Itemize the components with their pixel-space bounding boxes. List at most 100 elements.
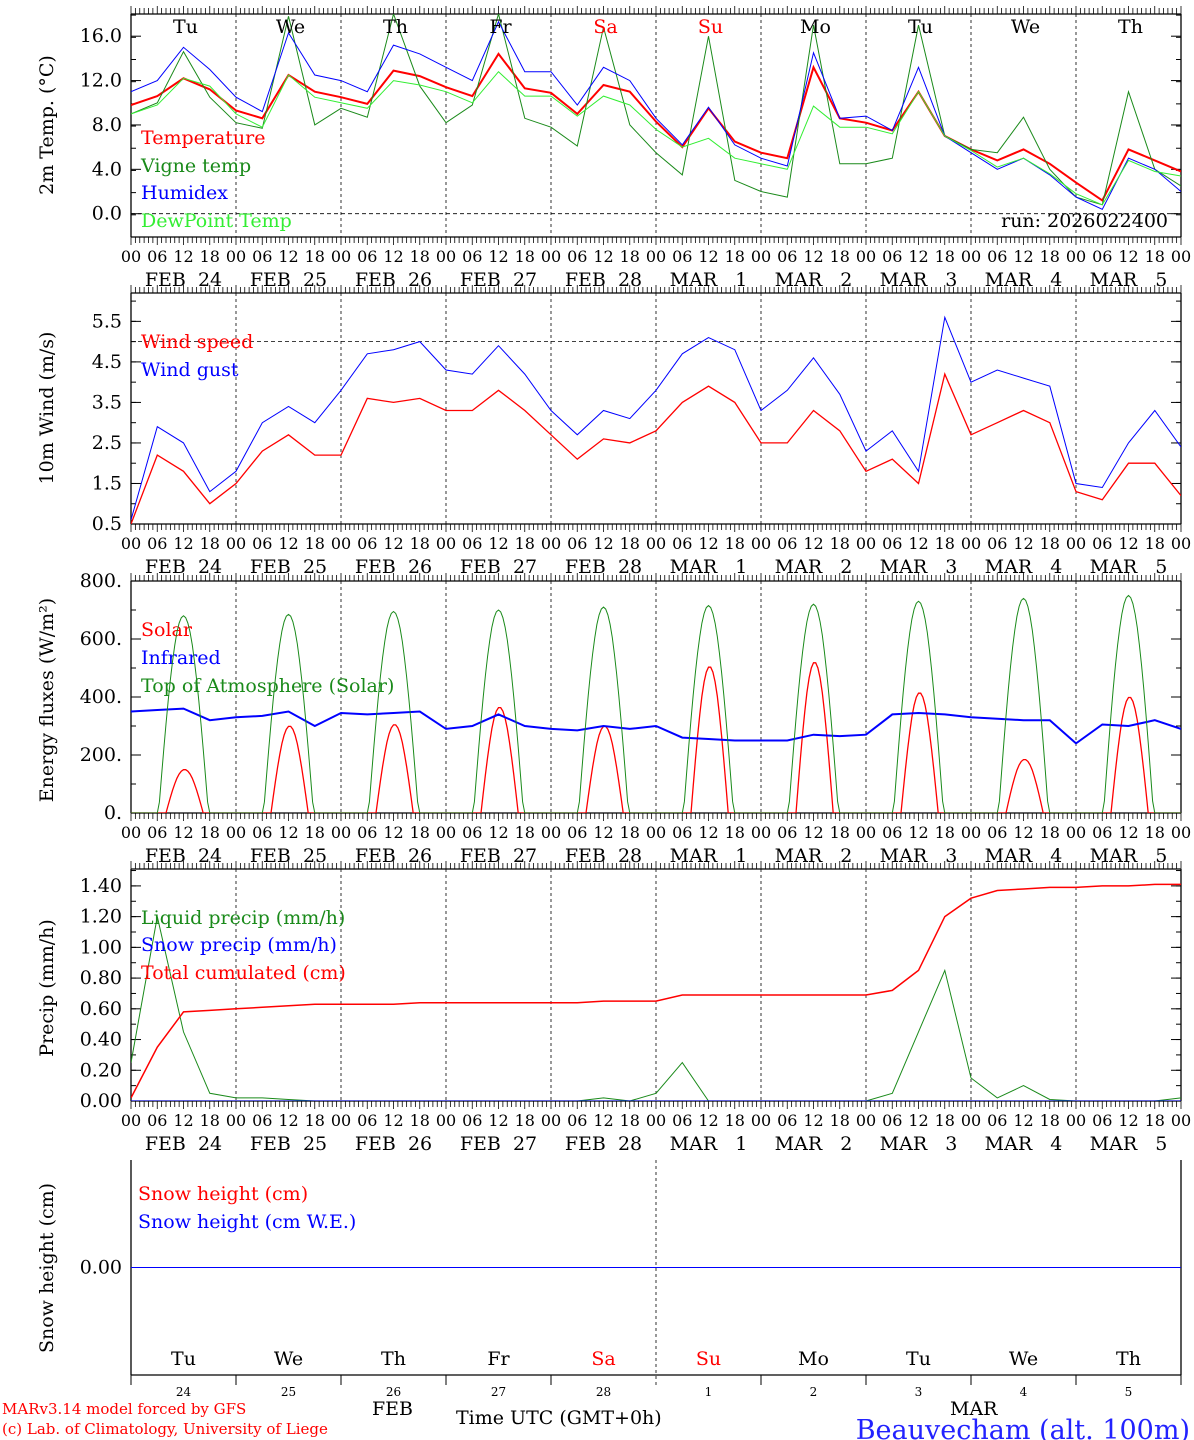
hour-tick-label: 12 [278,247,298,266]
date-label: FEB 28 [565,269,642,291]
hour-tick-label: 00 [121,1111,141,1130]
hour-tick-label: 00 [751,823,771,842]
hour-tick-label: 18 [200,823,220,842]
day-label: Th [383,16,408,38]
hour-tick-label: 12 [488,823,508,842]
hour-tick-label: 00 [646,1111,666,1130]
hour-tick-label: 12 [173,534,193,553]
hour-tick-label: 06 [462,1111,482,1130]
hour-tick-label: 00 [226,534,246,553]
hour-tick-label: 00 [121,823,141,842]
y-axis-title: 2m Temp. (°C) [36,55,58,195]
date-label: MAR 5 [1090,1133,1168,1155]
y-tick-label: 4.5 [92,351,122,373]
hour-tick-label: 12 [698,534,718,553]
hour-tick-label: 06 [567,823,587,842]
hour-tick-label: 12 [803,247,823,266]
hour-tick-label: 18 [935,1111,955,1130]
date-label: MAR 3 [880,269,958,291]
hour-tick-label: 06 [882,247,902,266]
hour-tick-label: 06 [252,247,272,266]
hour-tick-label: 00 [331,823,351,842]
day-number: 3 [915,1385,923,1399]
date-label: FEB 25 [250,1133,327,1155]
hour-tick-label: 06 [147,534,167,553]
day-label: Th [381,1348,406,1370]
hour-tick-label: 00 [856,823,876,842]
y-tick-label: 0.40 [80,1029,122,1051]
day-label: Mo [800,16,831,38]
legend-entry: Wind speed [141,331,253,353]
y-axis-title: Precip (mm/h) [36,919,58,1057]
date-label: FEB 26 [355,556,432,578]
hour-tick-label: 06 [252,534,272,553]
date-label: MAR 5 [1090,269,1168,291]
hour-tick-label: 06 [567,1111,587,1130]
hour-tick-label: 06 [987,823,1007,842]
date-label: MAR 4 [985,556,1063,578]
hour-tick-label: 18 [410,247,430,266]
day-label: We [274,1348,303,1370]
y-tick-label: 800. [80,570,122,592]
hour-tick-label: 12 [593,823,613,842]
hour-tick-label: 06 [357,1111,377,1130]
date-label: FEB 25 [250,845,327,867]
y-tick-label: 0.5 [92,513,122,535]
y-tick-label: 600. [80,628,122,650]
legend-entry: Total cumulated (cm) [141,962,346,984]
day-label: We [276,16,305,38]
hour-tick-label: 00 [961,247,981,266]
hour-tick-label: 18 [410,823,430,842]
hour-tick-label: 18 [935,823,955,842]
hour-tick-label: 18 [830,534,850,553]
hour-tick-label: 18 [620,1111,640,1130]
series-line-top-of-atmosphere-solar- [131,594,1181,813]
day-number: 25 [281,1385,296,1399]
lab-credit: (c) Lab. of Climatology, University of L… [2,1420,328,1438]
date-label: MAR 4 [985,1133,1063,1155]
hour-tick-label: 12 [1013,247,1033,266]
hour-tick-label: 06 [357,247,377,266]
hour-tick-label: 18 [515,534,535,553]
series-line-dewpoint-temp [131,70,1181,206]
hour-tick-label: 18 [1040,823,1060,842]
day-label: Tu [908,16,933,38]
hour-tick-label: 12 [173,823,193,842]
hour-tick-label: 12 [1118,823,1138,842]
y-tick-label: 4.0 [92,158,122,180]
hour-tick-label: 06 [357,534,377,553]
y-tick-label: 16.0 [80,25,122,47]
hour-tick-label: 12 [803,1111,823,1130]
date-label: FEB 28 [565,556,642,578]
hour-tick-label: 00 [541,247,561,266]
day-number: 27 [491,1385,506,1399]
hour-tick-label: 12 [278,1111,298,1130]
date-label: MAR 3 [880,845,958,867]
date-label: FEB 25 [250,269,327,291]
date-label: MAR 2 [775,845,853,867]
legend-entry: Solar [141,619,193,641]
hour-tick-label: 00 [961,1111,981,1130]
hour-tick-label: 00 [436,534,456,553]
station-name: Beauvecham (alt. 100m) [856,1415,1190,1440]
hour-tick-label: 12 [698,247,718,266]
day-label: Th [1118,16,1143,38]
hour-tick-label: 18 [1040,534,1060,553]
date-label: FEB 28 [565,845,642,867]
day-label: Fr [489,16,512,38]
hour-tick-label: 06 [1092,823,1112,842]
date-label: MAR 4 [985,269,1063,291]
hour-tick-label: 00 [226,823,246,842]
y-axis-title: Energy fluxes (W/m²) [36,598,58,802]
hour-tick-label: 12 [383,823,403,842]
y-tick-label: 1.00 [80,936,122,958]
legend-entry: Wind gust [141,359,239,381]
series-line-total-cumulated-cm- [131,883,1181,1099]
hour-tick-label: 06 [882,534,902,553]
hour-tick-label: 00 [1171,534,1191,553]
hour-tick-label: 06 [567,247,587,266]
hour-tick-label: 06 [777,534,797,553]
hour-tick-label: 00 [436,1111,456,1130]
